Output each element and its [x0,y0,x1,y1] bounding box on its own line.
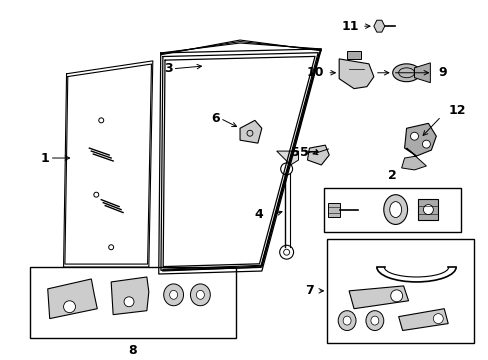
Ellipse shape [370,316,378,325]
Circle shape [423,204,432,215]
Polygon shape [240,120,261,143]
Bar [327,203,340,216]
Text: 2: 2 [387,169,396,183]
Circle shape [410,132,418,140]
Polygon shape [404,123,435,156]
Text: 12: 12 [447,104,465,117]
Text: 3: 3 [163,62,172,75]
Polygon shape [276,151,298,165]
Polygon shape [307,145,328,165]
Ellipse shape [343,316,350,325]
Polygon shape [414,63,429,83]
Text: 7: 7 [304,284,313,297]
Polygon shape [339,59,373,89]
Circle shape [124,297,134,307]
Text: 8: 8 [128,344,137,357]
Ellipse shape [190,284,210,306]
Text: 9: 9 [437,66,446,79]
Polygon shape [48,279,97,319]
Ellipse shape [169,291,177,299]
Text: 4: 4 [254,208,263,221]
Bar [346,51,360,59]
Bar [418,199,437,220]
Ellipse shape [163,284,183,306]
Polygon shape [348,286,408,309]
Text: 6: 6 [211,112,220,125]
Ellipse shape [196,291,204,299]
Ellipse shape [383,195,407,224]
Circle shape [63,301,75,313]
Polygon shape [373,20,384,32]
Ellipse shape [338,311,355,330]
Polygon shape [401,148,426,170]
Text: 5: 5 [290,145,299,158]
Ellipse shape [365,311,383,330]
Circle shape [422,140,429,148]
Polygon shape [398,309,447,330]
Text: 1: 1 [41,152,50,165]
Ellipse shape [389,202,401,217]
Bar [326,239,473,343]
Bar [324,188,460,232]
Text: 10: 10 [306,66,324,79]
Circle shape [390,290,402,302]
Text: 5→: 5→ [299,145,318,158]
Ellipse shape [392,64,420,82]
Text: 11: 11 [341,20,358,33]
Circle shape [432,314,442,324]
Polygon shape [111,277,148,315]
Bar [30,267,236,338]
